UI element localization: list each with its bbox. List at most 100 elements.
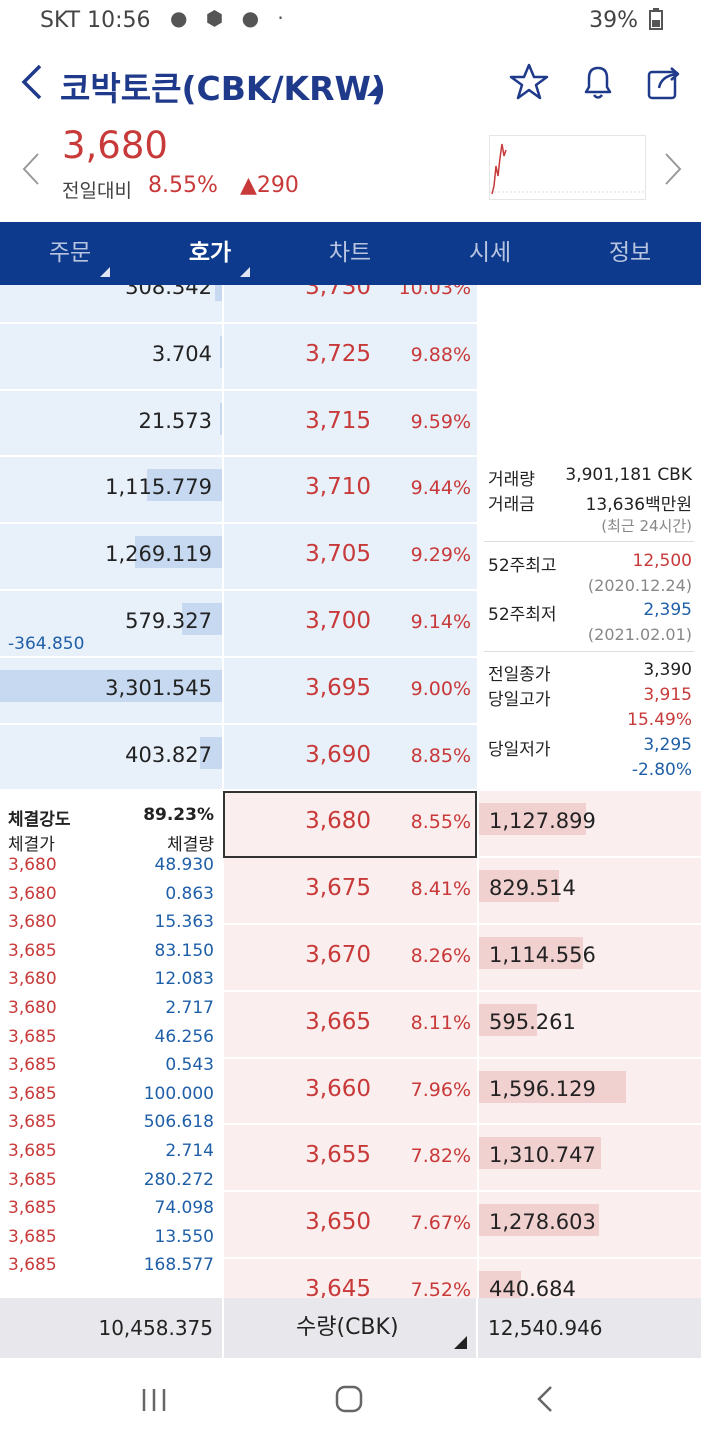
tab-info[interactable]: 정보 — [560, 222, 700, 285]
ask-price: 3,705 — [305, 541, 371, 568]
ask-price-row[interactable]: 3,725 9.88% — [224, 323, 477, 391]
ask-quantity-change: -364.850 — [8, 633, 85, 654]
bid-depth-bar — [479, 1271, 522, 1298]
tab-orderbook-dropdown-icon — [240, 267, 250, 277]
ask-quantity-cell: 21.573 — [0, 390, 222, 458]
bid-price-row[interactable]: 3,665 8.11% — [224, 991, 477, 1059]
bid-depth-bar — [479, 1003, 537, 1036]
next-coin-arrow-icon[interactable] — [662, 152, 684, 186]
tab-order-label: 주문 — [48, 240, 92, 266]
bid-price-row[interactable]: 3,645 7.52% — [224, 1259, 477, 1298]
system-back-icon[interactable] — [534, 1384, 556, 1414]
coin-title[interactable]: 코박토큰(CBK/KRW) — [60, 69, 386, 108]
notification-icons: ● ⬢ ● · — [170, 6, 290, 30]
trade-price: 3,685 — [8, 1255, 57, 1276]
day-low-row: 당일저가 3,295 — [488, 735, 692, 760]
bid-price: 3,655 — [305, 1142, 371, 1169]
ask-price-row[interactable]: 3,690 8.85% — [224, 724, 477, 792]
period-note: (최근 24시간) — [601, 517, 692, 535]
ask-rate: 9.00% — [410, 677, 471, 700]
bid-price-row[interactable]: 3,650 7.67% — [224, 1192, 477, 1259]
low52-date-row: (2021.02.01) — [488, 625, 692, 649]
trade-row: 3,685 168.577 — [8, 1255, 214, 1283]
ask-quantity-cell: 403.827 — [0, 724, 222, 792]
ask-price: 3,700 — [305, 608, 371, 634]
ask-quantity: 579.327 — [125, 609, 212, 633]
bid-price-row[interactable]: 3,655 7.82% — [224, 1125, 477, 1193]
bid-rate: 7.67% — [410, 1212, 471, 1235]
ask-price-row[interactable]: 3,715 9.59% — [224, 390, 477, 458]
bid-price: 3,645 — [305, 1276, 371, 1298]
day-low-value: 3,295 — [643, 735, 692, 755]
ask-depth-bar — [219, 402, 222, 435]
high52-date: (2020.12.24) — [587, 576, 692, 595]
info-divider — [484, 541, 694, 542]
trade-row: 3,685 0.543 — [8, 1055, 214, 1083]
title-dropdown-icon[interactable] — [367, 84, 379, 96]
trade-price: 3,685 — [8, 1026, 57, 1047]
period-row: (최근 24시간) — [488, 515, 692, 539]
home-icon[interactable] — [334, 1384, 364, 1414]
bid-rate: 8.41% — [410, 878, 471, 901]
quantity-unit-toggle[interactable]: 수량(CBK) — [296, 1315, 399, 1340]
ask-price-row[interactable]: 3,710 9.44% — [224, 457, 477, 525]
bid-quantity-cell: 1,127.899 — [479, 791, 701, 859]
ask-price-row[interactable]: 3,705 9.29% — [224, 524, 477, 591]
tab-market[interactable]: 시세 — [420, 222, 560, 285]
ask-price-row[interactable]: 3,730 10.03% — [224, 285, 477, 324]
trade-quantity: 2.717 — [165, 998, 214, 1018]
tab-chart[interactable]: 차트 — [280, 222, 420, 285]
mini-price-chart[interactable] — [489, 135, 646, 200]
bid-price-row[interactable]: 3,680 8.55% — [224, 791, 477, 859]
trade-price: 3,685 — [8, 1198, 57, 1219]
trade-row: 3,680 0.863 — [8, 884, 214, 912]
trade-price: 3,685 — [8, 1226, 57, 1247]
high52-label: 52주최고 — [488, 556, 557, 576]
ask-quantity: 1,269.119 — [105, 542, 212, 567]
bid-quantity-cell: 595.261 — [479, 991, 701, 1059]
recent-trades: 체결강도 89.23% 체결가 체결량 3,680 48.930 3,680 0.86… — [0, 793, 222, 1298]
trade-quantity: 83.150 — [154, 940, 214, 961]
bid-price: 3,650 — [305, 1209, 371, 1236]
bid-price-row[interactable]: 3,675 8.41% — [224, 858, 477, 925]
bid-quantity-cell: 1,278.603 — [479, 1192, 701, 1259]
status-carrier-time: SKT 10:56 — [40, 8, 151, 33]
bid-quantity: 1,596.129 — [489, 1076, 596, 1101]
ask-quantity-cell: 1,115.779 — [0, 457, 222, 525]
trade-price: 3,685 — [8, 940, 57, 961]
bid-depth-bar — [479, 1137, 602, 1170]
amount-row: 거래금 13,636백만원 — [488, 490, 692, 515]
star-favorite-icon[interactable] — [509, 62, 549, 102]
tab-market-label: 시세 — [468, 240, 512, 266]
tab-order[interactable]: 주문 — [0, 222, 140, 285]
share-icon[interactable] — [645, 62, 685, 102]
bid-price: 3,680 — [305, 808, 371, 835]
prev-coin-arrow-icon[interactable] — [20, 152, 42, 186]
trade-qty-header: 체결량 — [167, 835, 214, 855]
tab-info-label: 정보 — [608, 240, 652, 266]
ask-rate: 8.85% — [410, 744, 471, 767]
recent-apps-icon[interactable] — [140, 1386, 168, 1414]
ask-rate: 9.44% — [410, 477, 471, 500]
ask-price-row[interactable]: 3,695 9.00% — [224, 657, 477, 725]
bid-quantity: 1,114.556 — [489, 943, 596, 967]
bid-price-row[interactable]: 3,660 7.96% — [224, 1058, 477, 1126]
trade-strength-row: 체결강도 89.23% — [8, 805, 214, 833]
volume-label: 거래량 — [488, 470, 535, 490]
back-arrow-icon[interactable] — [18, 62, 48, 102]
battery-percent: 39% — [589, 8, 638, 33]
bell-alert-icon[interactable] — [578, 62, 618, 102]
trade-row: 3,685 506.618 — [8, 1112, 214, 1140]
trade-price: 3,685 — [8, 1055, 57, 1076]
bid-quantity: 829.514 — [489, 876, 576, 901]
trade-row: 3,685 46.256 — [8, 1027, 214, 1055]
unit-dropdown-icon[interactable] — [454, 1336, 467, 1349]
ask-price-row[interactable]: 3,700 9.14% — [224, 591, 477, 658]
trade-header-row: 체결가 체결량 — [8, 830, 214, 858]
trade-price: 3,685 — [8, 1169, 57, 1190]
ask-quantity-cell: 1,269.119 — [0, 524, 222, 591]
low52-label: 52주최저 — [488, 605, 557, 625]
tab-orderbook[interactable]: 호가 — [140, 222, 280, 285]
bid-price-row[interactable]: 3,670 8.26% — [224, 925, 477, 992]
trade-row: 3,680 12.083 — [8, 969, 214, 997]
